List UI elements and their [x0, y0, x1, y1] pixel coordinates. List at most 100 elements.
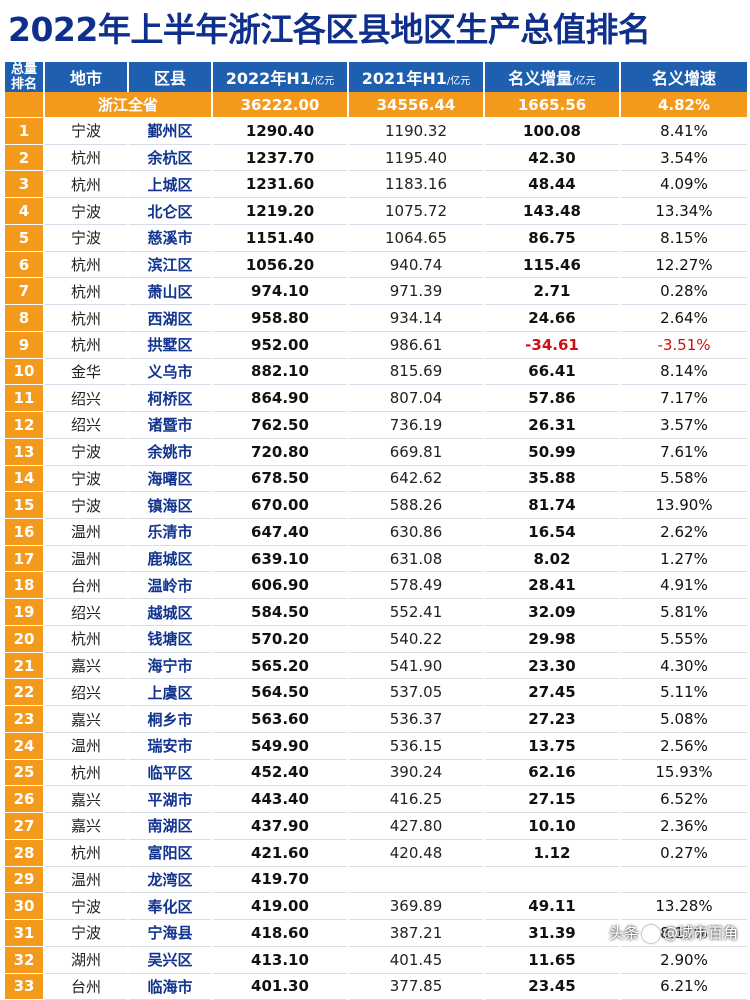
increase-cell: 62.16 [485, 760, 619, 787]
increase-cell: 23.45 [485, 974, 619, 1000]
rank-cell: 16 [5, 519, 43, 546]
district-cell: 余杭区 [129, 145, 211, 172]
h1-2021-cell: 541.90 [349, 653, 483, 680]
city-cell: 温州 [45, 519, 127, 546]
h1-2022-cell: 1231.60 [213, 171, 347, 198]
district-cell: 镇海区 [129, 492, 211, 519]
increase-cell: 1.12 [485, 840, 619, 867]
table-header-row: 总量 排名 地市 区县 2022年H1/亿元 2021年H1/亿元 名义增量/亿… [5, 62, 747, 92]
h1-2021-cell: 1190.32 [349, 118, 483, 145]
header-h1-2021-unit: /亿元 [447, 76, 470, 87]
h1-2021-cell: 1064.65 [349, 225, 483, 252]
increase-cell: 100.08 [485, 118, 619, 145]
increase-cell: 10.10 [485, 813, 619, 840]
header-h1-2021-label: 2021年H1 [362, 69, 447, 88]
total-increase: 1665.56 [485, 92, 619, 118]
rank-cell: 7 [5, 278, 43, 305]
city-cell: 宁波 [45, 439, 127, 466]
increase-cell: 29.98 [485, 626, 619, 653]
h1-2022-cell: 639.10 [213, 546, 347, 573]
rate-cell: 5.55% [621, 626, 747, 653]
rate-cell: 2.90% [621, 947, 747, 974]
h1-2022-cell: 419.70 [213, 867, 347, 894]
increase-cell: 23.30 [485, 653, 619, 680]
rank-cell: 26 [5, 786, 43, 813]
district-cell: 平湖市 [129, 786, 211, 813]
gdp-ranking-table: 总量 排名 地市 区县 2022年H1/亿元 2021年H1/亿元 名义增量/亿… [3, 62, 749, 1000]
district-cell: 上虞区 [129, 679, 211, 706]
district-cell: 宁海县 [129, 920, 211, 947]
district-cell: 龙湾区 [129, 867, 211, 894]
increase-cell: 11.65 [485, 947, 619, 974]
increase-cell [485, 867, 619, 894]
h1-2022-cell: 437.90 [213, 813, 347, 840]
h1-2022-cell: 864.90 [213, 385, 347, 412]
rate-cell: 3.54% [621, 145, 747, 172]
increase-cell: 32.09 [485, 599, 619, 626]
rate-cell: 5.58% [621, 466, 747, 493]
h1-2021-cell: 377.85 [349, 974, 483, 1000]
rank-cell: 29 [5, 867, 43, 894]
rate-cell: 1.27% [621, 546, 747, 573]
increase-cell: 42.30 [485, 145, 619, 172]
city-cell: 宁波 [45, 492, 127, 519]
h1-2022-cell: 1219.20 [213, 198, 347, 225]
h1-2022-cell: 563.60 [213, 706, 347, 733]
district-cell: 富阳区 [129, 840, 211, 867]
rank-cell: 30 [5, 893, 43, 920]
rate-cell: 8.14% [621, 359, 747, 386]
increase-cell: 143.48 [485, 198, 619, 225]
h1-2021-cell: 578.49 [349, 572, 483, 599]
increase-cell: 57.86 [485, 385, 619, 412]
total-label: 浙江全省 [45, 92, 211, 118]
district-cell: 拱墅区 [129, 332, 211, 359]
rank-cell: 10 [5, 359, 43, 386]
district-cell: 越城区 [129, 599, 211, 626]
rank-cell: 8 [5, 305, 43, 332]
increase-cell: 27.15 [485, 786, 619, 813]
h1-2022-cell: 882.10 [213, 359, 347, 386]
rank-cell: 12 [5, 412, 43, 439]
rank-cell: 6 [5, 252, 43, 279]
city-cell: 杭州 [45, 171, 127, 198]
h1-2021-cell: 588.26 [349, 492, 483, 519]
h1-2022-cell: 549.90 [213, 733, 347, 760]
city-cell: 宁波 [45, 225, 127, 252]
increase-cell: 49.11 [485, 893, 619, 920]
district-cell: 余姚市 [129, 439, 211, 466]
increase-cell: 8.02 [485, 546, 619, 573]
header-increase: 名义增量/亿元 [485, 62, 619, 92]
h1-2022-cell: 564.50 [213, 679, 347, 706]
city-cell: 绍兴 [45, 412, 127, 439]
rate-cell: 0.28% [621, 278, 747, 305]
increase-cell: 31.39 [485, 920, 619, 947]
rank-cell: 19 [5, 599, 43, 626]
h1-2021-cell: 536.37 [349, 706, 483, 733]
city-cell: 杭州 [45, 252, 127, 279]
rate-cell: 0.27% [621, 840, 747, 867]
increase-cell: 13.75 [485, 733, 619, 760]
district-cell: 临平区 [129, 760, 211, 787]
rate-cell: 5.81% [621, 599, 747, 626]
rate-cell: 3.57% [621, 412, 747, 439]
rate-cell: 5.08% [621, 706, 747, 733]
h1-2022-cell: 952.00 [213, 332, 347, 359]
city-cell: 温州 [45, 733, 127, 760]
rank-cell: 18 [5, 572, 43, 599]
district-cell: 南湖区 [129, 813, 211, 840]
header-city: 地市 [45, 62, 127, 92]
city-cell: 湖州 [45, 947, 127, 974]
rank-cell: 27 [5, 813, 43, 840]
district-cell: 柯桥区 [129, 385, 211, 412]
rank-cell: 4 [5, 198, 43, 225]
city-cell: 杭州 [45, 840, 127, 867]
rank-cell: 25 [5, 760, 43, 787]
city-cell: 嘉兴 [45, 786, 127, 813]
